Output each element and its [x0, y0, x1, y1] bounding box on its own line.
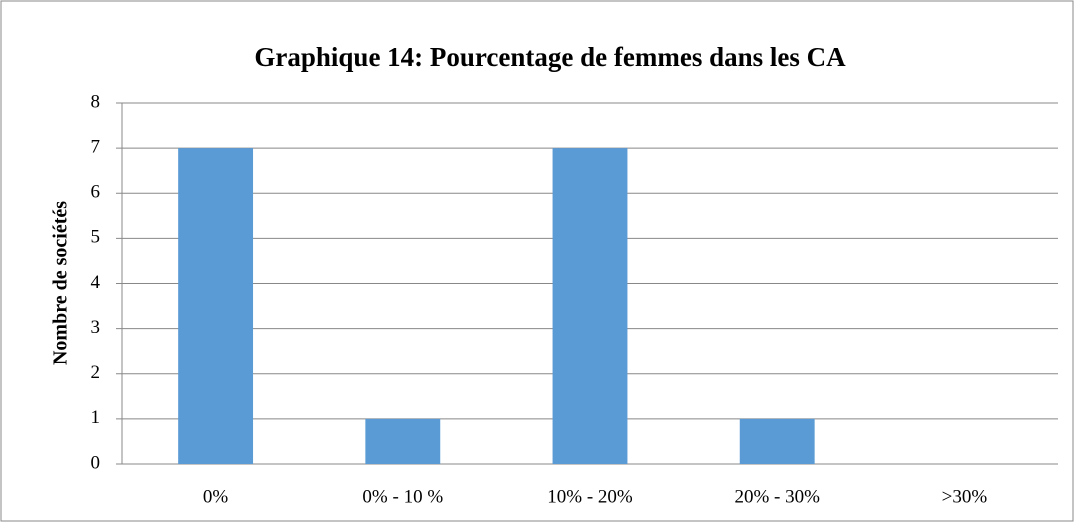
- y-axis-label: Nombre de sociétés: [50, 201, 72, 365]
- x-tick-label: 10% - 20%: [547, 486, 633, 507]
- x-tick-label: 0% - 10 %: [362, 486, 443, 507]
- bar: [178, 148, 254, 464]
- y-tick-label: 3: [91, 317, 101, 338]
- chart-title: Graphique 14: Pourcentage de femmes dans…: [254, 42, 846, 72]
- y-tick-label: 8: [91, 91, 101, 112]
- bar: [552, 148, 628, 464]
- y-tick-label: 7: [91, 136, 101, 157]
- y-tick-label: 0: [91, 452, 101, 473]
- y-tick-label: 5: [91, 227, 101, 248]
- y-tick-label: 4: [91, 272, 101, 293]
- y-tick-label: 1: [91, 407, 101, 428]
- y-tick-label: 2: [91, 362, 101, 383]
- bar: [365, 418, 441, 464]
- x-tick-label: 20% - 30%: [734, 486, 820, 507]
- bar: [739, 418, 815, 464]
- y-tick-label: 6: [91, 182, 101, 203]
- x-tick-label: 0%: [203, 486, 229, 507]
- x-tick-label: >30%: [942, 486, 988, 507]
